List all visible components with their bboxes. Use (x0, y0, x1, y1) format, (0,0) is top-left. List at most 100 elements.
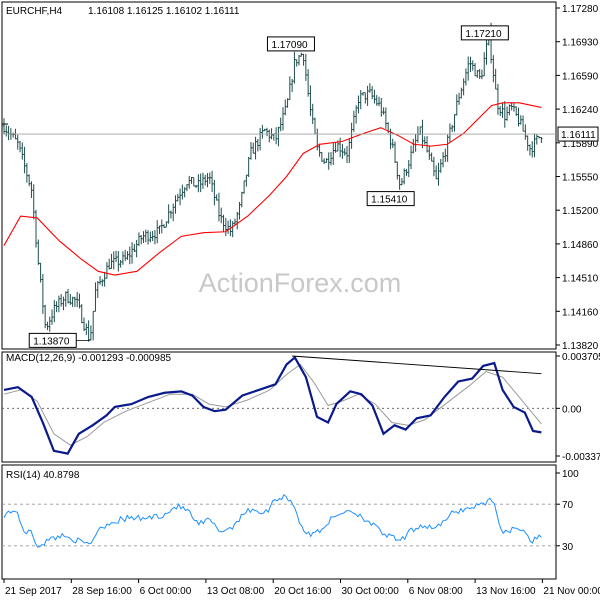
ohlc-bar (405, 169, 408, 176)
ohlc-bar (66, 288, 70, 304)
ohlc-bar (169, 210, 173, 219)
ohlc-bar (192, 177, 195, 187)
ohlc-label: 1.16108 1.16125 1.16102 1.16111 (88, 6, 240, 17)
ohlc-bar (304, 53, 308, 81)
ohlc-bar (430, 152, 433, 162)
ohlc-bar (515, 106, 518, 116)
ohlc-bar (338, 137, 342, 158)
ohlc-bar (263, 128, 266, 132)
rsi-axis-tick-label: 30 (562, 542, 574, 553)
ohlc-bar (293, 51, 296, 84)
ohlc-bar (41, 273, 45, 314)
price-axis-tick-label: 1.15550 (562, 173, 599, 184)
macd-axis-tick-label: 0.003705 (562, 352, 600, 363)
ohlc-bar (128, 246, 131, 265)
ohlc-bar (162, 224, 166, 228)
ohlc-bar (123, 249, 127, 261)
ohlc-bar (117, 251, 120, 272)
ohlc-bar (258, 127, 262, 151)
annotation-label: 1.13870 (33, 336, 70, 347)
ohlc-bar (423, 136, 426, 145)
ohlc-bar (199, 173, 202, 193)
price-axis-tick-label: 1.14510 (562, 274, 599, 285)
ohlc-bar (393, 141, 397, 164)
ohlc-bar (354, 105, 358, 124)
ohlc-bar (448, 123, 452, 143)
ohlc-bar (499, 106, 502, 117)
ohlc-bar (373, 89, 376, 104)
ohlc-bar (85, 323, 88, 335)
ohlc-bar (144, 229, 147, 243)
ohlc-bar (98, 276, 102, 285)
ohlc-bar (25, 163, 29, 183)
ohlc-bar (71, 296, 74, 307)
price-pane-frame (1, 1, 557, 350)
ohlc-bar (43, 304, 47, 329)
ohlc-bar (18, 141, 22, 153)
ohlc-bar (357, 95, 360, 114)
ohlc-bar (524, 124, 527, 140)
ohlc-bar (133, 244, 136, 253)
ohlc-bar (160, 219, 163, 234)
ohlc-bar (236, 211, 239, 230)
ohlc-bar (368, 83, 372, 93)
annotation-box (460, 25, 509, 41)
ohlc-bar (375, 95, 378, 106)
ohlc-bar (249, 142, 253, 160)
macd-label: MACD(12,26,9) -0.001293 -0.000985 (6, 353, 172, 364)
x-axis-tick-label: 21 Nov 00:00 (543, 586, 600, 597)
ohlc-bar (274, 127, 278, 145)
ohlc-bar (382, 107, 385, 115)
ohlc-bar (87, 320, 90, 342)
ohlc-bar (460, 87, 463, 99)
macd-line (3, 355, 542, 455)
ohlc-bar (137, 232, 141, 247)
ohlc-bar (494, 68, 497, 90)
ohlc-bar (476, 69, 479, 78)
ohlc-bar (23, 146, 26, 174)
ohlc-bar (508, 104, 511, 116)
ohlc-bar (272, 133, 276, 141)
moving-average-line (3, 102, 542, 276)
ohlc-bar (69, 293, 72, 305)
ohlc-bar (325, 158, 328, 163)
current-price-label: 1.16111 (561, 130, 596, 141)
ohlc-bar (176, 193, 179, 202)
annotation-box (28, 332, 77, 348)
ohlc-bar (434, 165, 438, 180)
annotation-label: 1.15410 (371, 195, 408, 206)
ohlc-bar (46, 321, 49, 331)
ohlc-bar (483, 52, 486, 77)
ohlc-bar (300, 52, 303, 57)
ohlc-bar (322, 158, 326, 164)
ohlc-bar (510, 102, 513, 111)
ohlc-bar (279, 117, 282, 132)
annotation-box (366, 191, 415, 207)
ohlc-bar (437, 162, 440, 186)
ohlc-bar (194, 185, 198, 188)
ohlc-bar (402, 168, 406, 185)
ohlc-bar (247, 156, 250, 178)
ohlc-bar (332, 142, 335, 165)
ohlc-bar (130, 242, 134, 264)
ohlc-bar (188, 175, 191, 189)
macd-axis-tick-label: -0.003379 (562, 452, 600, 463)
ohlc-bar (409, 145, 413, 170)
ohlc-bar (5, 125, 8, 137)
ohlc-bar (135, 239, 138, 258)
ohlc-bar (27, 174, 31, 187)
ohlc-bar (428, 145, 431, 160)
ohlc-bar (528, 144, 532, 156)
rsi-axis-tick-label: 70 (562, 500, 574, 511)
ohlc-bar (517, 107, 520, 127)
ohlc-bar (284, 99, 287, 116)
ohlc-bar (48, 316, 51, 332)
x-axis-tick-label: 20 Oct 16:00 (274, 586, 332, 597)
macd-signal-line (3, 363, 542, 446)
ohlc-bar (21, 142, 24, 160)
ohlc-bar (165, 221, 168, 228)
ohlc-bar (217, 192, 221, 222)
x-axis-tick-label: 13 Nov 16:00 (476, 586, 536, 597)
watermark: ActionForex.com (199, 268, 402, 298)
ohlc-bar (185, 184, 189, 192)
